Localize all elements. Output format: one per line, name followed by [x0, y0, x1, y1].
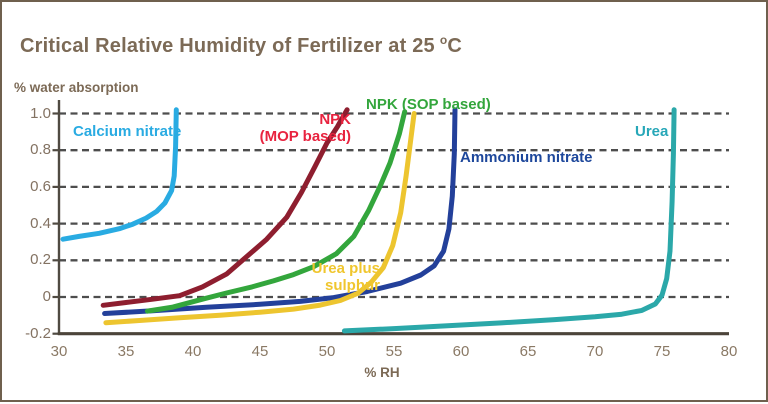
x-tick-label-80: 80: [712, 343, 746, 360]
y-tick-label-0: 0: [2, 288, 51, 306]
x-tick-label-55: 55: [377, 343, 411, 360]
y-tick-label-0.2: 0.2: [2, 251, 51, 269]
x-tick-label-75: 75: [645, 343, 679, 360]
label-npk-mop: NPK(MOP based): [260, 112, 351, 145]
x-tick-label-65: 65: [511, 343, 545, 360]
x-tick-label-70: 70: [578, 343, 612, 360]
x-axis-title: % RH: [332, 365, 432, 380]
x-tick-label-40: 40: [176, 343, 210, 360]
label-ammonium-nitrate: Ammonium nitrate: [460, 150, 593, 167]
label-urea: Urea: [635, 124, 668, 141]
x-tick-label-45: 45: [243, 343, 277, 360]
x-tick-label-30: 30: [42, 343, 76, 360]
y-tick-label-1.0: 1.0: [2, 105, 51, 123]
y-tick-label--0.2: -0.2: [2, 325, 51, 343]
y-tick-label-0.8: 0.8: [2, 141, 51, 159]
x-tick-label-50: 50: [310, 343, 344, 360]
y-tick-label-0.6: 0.6: [2, 178, 51, 196]
label-calcium-nitrate: Calcium nitrate: [73, 124, 181, 141]
x-tick-label-60: 60: [444, 343, 478, 360]
label-npk-sop: NPK (SOP based): [366, 97, 491, 114]
x-tick-label-35: 35: [109, 343, 143, 360]
y-tick-label-0.4: 0.4: [2, 215, 51, 233]
